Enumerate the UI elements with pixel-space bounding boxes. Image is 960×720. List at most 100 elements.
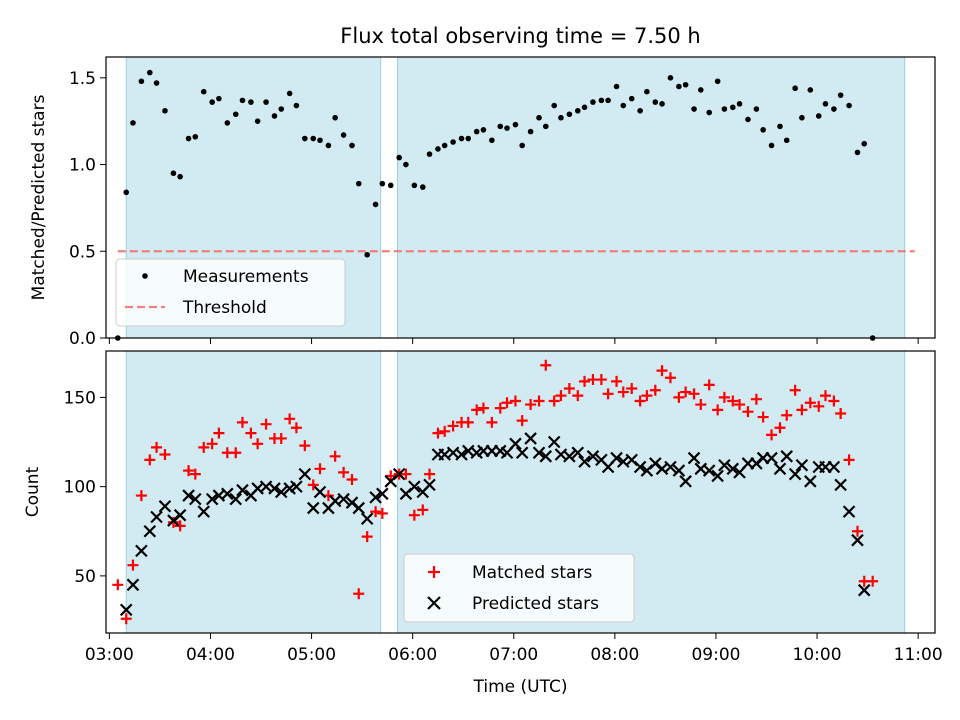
matched-star-point (290, 422, 302, 434)
matched-star-point (230, 447, 242, 459)
measurement-point (332, 114, 338, 121)
matched-star-point (843, 454, 855, 466)
top-axes-frame (105, 56, 936, 339)
matched-star-point (533, 395, 545, 407)
matched-star-point (127, 559, 139, 571)
predicted-star-point (369, 491, 382, 504)
measurement-point (730, 104, 736, 111)
matched-star-point (159, 449, 171, 461)
x-tick-label: 06:00 (388, 645, 437, 665)
bottom-x-ticks: 03:00 04:00 05:00 06:00 07:00 08:00 09:00 10:00… (85, 633, 943, 665)
matched-star-point (329, 450, 341, 462)
matched-star-point (718, 391, 730, 403)
matched-star-point (135, 490, 147, 502)
top-shaded-intervals (125, 56, 906, 339)
measurement-point (349, 142, 355, 149)
x-tick-label: 10:00 (793, 645, 842, 665)
matched-star-point (408, 509, 420, 521)
measurement-point (147, 69, 153, 76)
predicted-star-point (539, 450, 553, 463)
matched-star-point (727, 395, 739, 407)
bottom-y-tick-label: 100 (64, 478, 96, 498)
matched-star-point (525, 399, 537, 411)
measurement-point (846, 102, 852, 109)
measurement-point (527, 128, 534, 135)
measurement-point (760, 127, 766, 133)
predicted-star-point (586, 450, 600, 463)
measurement-point (123, 189, 130, 196)
predicted-star-point (352, 501, 366, 515)
matched-star-point (346, 474, 358, 486)
matched-star-point (252, 438, 264, 450)
predicted-star-point (455, 448, 468, 461)
measurement-point (411, 182, 418, 189)
measurement-point (271, 113, 278, 119)
measurement-point (170, 170, 177, 177)
matched-star-point (563, 382, 575, 394)
measurement-point (458, 135, 465, 142)
matched-star-point (447, 420, 459, 432)
top-y-tick-label: 1.0 (69, 156, 96, 176)
matched-star-point (656, 365, 668, 377)
predicted-star-point (524, 432, 537, 445)
matched-star-point (555, 390, 567, 402)
predicted-star-point (360, 512, 374, 526)
predicted-star-point (610, 451, 623, 465)
matched-star-point (540, 359, 552, 371)
matched-star-point (516, 415, 528, 427)
predicted-star-point (298, 467, 312, 481)
measurement-point (278, 106, 285, 112)
matched-star-point (664, 372, 676, 384)
measurement-point (861, 140, 868, 147)
predicted-star-point (182, 489, 195, 502)
matched-star-point (486, 416, 498, 428)
measurement-point (426, 151, 433, 157)
predicted-star-point (532, 446, 546, 460)
matched-star-point (120, 613, 132, 625)
measurement-point (667, 75, 674, 81)
predicted-star-point (827, 460, 841, 474)
matched-star-point (828, 395, 840, 407)
matched-star-point (299, 440, 311, 452)
measurement-point (254, 118, 261, 124)
predicted-star-point (119, 603, 133, 617)
measurement-point (691, 106, 697, 112)
predicted-star-point (795, 458, 809, 472)
measurement-point (598, 97, 605, 104)
predicted-star-point (857, 583, 871, 597)
measurement-point (637, 107, 643, 114)
top-y-tick-label: 1.5 (69, 69, 96, 89)
measurement-point (435, 146, 441, 152)
matched-star-point (167, 516, 179, 528)
bottom-y-axis-label: Count (23, 466, 43, 517)
matched-star-point (634, 395, 646, 407)
measurement-point (768, 142, 775, 149)
measurement-point (831, 106, 837, 112)
measurement-point (536, 114, 542, 121)
measurement-point (403, 161, 409, 168)
matched-star-point (742, 406, 754, 418)
bottom-y-tick-label: 50 (74, 567, 96, 587)
matched-star-point (213, 427, 225, 439)
matched-star-point (819, 390, 831, 402)
matched-star-point (370, 506, 382, 518)
matched-star-point (641, 390, 653, 402)
measurement-point (837, 92, 844, 98)
measurement-point (473, 128, 480, 135)
legend-threshold-label: Threshold (182, 298, 267, 318)
top-panel: 0.0 0.5 1.0 1.5 Flux total observing time =… (29, 24, 936, 349)
matched-star-point (376, 507, 388, 519)
measurement-points (114, 69, 876, 341)
matched-star-point (766, 429, 778, 441)
predicted-star-point (672, 464, 686, 477)
top-legend: Measurements Threshold (115, 258, 346, 327)
measurement-point (792, 85, 798, 92)
predicted-star-point (158, 500, 172, 513)
measurement-point (714, 78, 721, 85)
matched-star-point (867, 575, 879, 587)
predicted-star-point (135, 544, 148, 558)
matched-star-point (835, 407, 847, 419)
measurement-point (777, 123, 783, 130)
measurement-point (200, 88, 207, 95)
matched-star-point (796, 404, 808, 416)
